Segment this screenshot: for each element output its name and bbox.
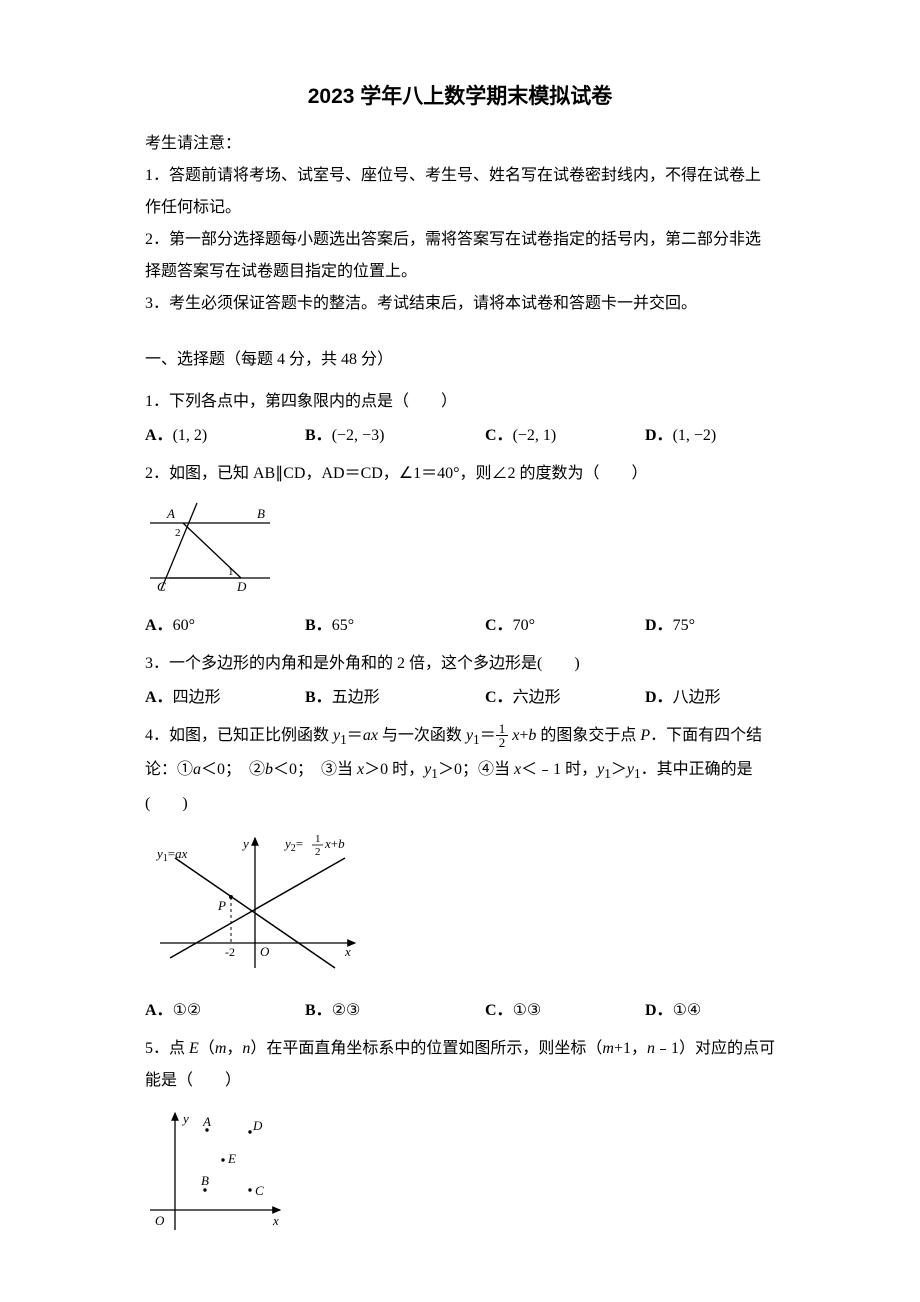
- svg-text:x: x: [344, 944, 351, 959]
- q1-a-val: (1, 2): [173, 427, 208, 444]
- svg-text:1: 1: [228, 566, 234, 578]
- q4-svg: O x y -2 P y1=ax y2= 1 2 x+b: [145, 828, 365, 978]
- q4-text: 4．如图，已知正比例函数 y1＝ax 与一次函数 y1＝12 x+b 的图象交于…: [145, 720, 775, 820]
- q3-b-val: 五边形: [332, 689, 380, 706]
- svg-text:P: P: [217, 898, 226, 913]
- q4-t5: ＜0； ②: [201, 761, 265, 778]
- svg-text:O: O: [155, 1213, 165, 1228]
- q2-opt-b: B．65°: [305, 610, 485, 642]
- q2-a-val: 60°: [173, 617, 195, 634]
- q2-opt-c: C．70°: [485, 610, 645, 642]
- q3-opt-c: C．六边形: [485, 682, 645, 714]
- svg-text:A: A: [202, 1114, 211, 1129]
- instr-head: 考生请注意：: [145, 128, 775, 160]
- q2-text: 2．如图，已知 AB∥CD，AD＝CD，∠1＝40°，则∠2 的度数为（ ）: [145, 458, 775, 490]
- q1-b-val: (−2, −3): [332, 427, 385, 444]
- q2-options: A．60° B．65° C．70° D．75°: [145, 610, 775, 642]
- q1-text: 1．下列各点中，第四象限内的点是（ ）: [145, 386, 775, 418]
- q1-c-val: (−2, 1): [513, 427, 557, 444]
- q2-c-val: 70°: [513, 617, 535, 634]
- q3-opt-b: B．五边形: [305, 682, 485, 714]
- q2-opt-d: D．75°: [645, 610, 775, 642]
- q4-t9: ＜﹣1 时，: [521, 761, 597, 778]
- q1-d-val: (1, −2): [673, 427, 717, 444]
- svg-text:B: B: [257, 506, 265, 521]
- svg-text:D: D: [236, 579, 247, 593]
- q4-opt-b: B．②③: [305, 995, 485, 1027]
- svg-text:x+b: x+b: [324, 836, 345, 851]
- section-1-head: 一、选择题（每题 4 分，共 48 分）: [145, 344, 775, 376]
- svg-text:y: y: [181, 1111, 189, 1126]
- q5-t3: ，: [226, 1040, 242, 1057]
- q2-opt-a: A．60°: [145, 610, 305, 642]
- svg-text:C: C: [255, 1183, 264, 1198]
- svg-text:E: E: [227, 1151, 236, 1166]
- svg-text:y2=: y2=: [283, 836, 303, 854]
- q3-opt-a: A．四边形: [145, 682, 305, 714]
- q3-d-val: 八边形: [673, 689, 721, 706]
- q2-diagram: A B C D 2 1: [145, 498, 775, 598]
- q5-t5: +1，: [614, 1040, 647, 1057]
- q5-text: 5．点 E（m，n）在平面直角坐标系中的位置如图所示，则坐标（m+1，n﹣1）对…: [145, 1033, 775, 1097]
- q4-t8: ＞0；④当: [438, 761, 514, 778]
- q3-a-val: 四边形: [173, 689, 221, 706]
- q4-t1: 4．如图，已知正比例函数: [145, 727, 333, 744]
- instructions-block: 考生请注意： 1．答题前请将考场、试室号、座位号、考生号、姓名写在试卷密封线内，…: [145, 128, 775, 320]
- q3-c-val: 六边形: [513, 689, 561, 706]
- q3-options: A．四边形 B．五边形 C．六边形 D．八边形: [145, 682, 775, 714]
- svg-text:1: 1: [315, 833, 321, 845]
- svg-text:x: x: [272, 1213, 279, 1228]
- svg-text:-2: -2: [225, 945, 235, 959]
- q5-t2: （: [199, 1040, 215, 1057]
- svg-text:y1=ax: y1=ax: [155, 846, 188, 864]
- svg-text:2: 2: [175, 527, 181, 539]
- q4-opt-d: D．①④: [645, 995, 775, 1027]
- q1-opt-c: C．(−2, 1): [485, 420, 645, 452]
- page-title: 2023 学年八上数学期末模拟试卷: [145, 80, 775, 110]
- q4-c-val: ①③: [513, 1002, 542, 1019]
- q4-t2: 与一次函数: [378, 727, 466, 744]
- q5-t1: 5．点: [145, 1040, 189, 1057]
- q3-text: 3．一个多边形的内角和是外角和的 2 倍，这个多边形是( ): [145, 648, 775, 680]
- q4-t7: ＞0 时，: [364, 761, 424, 778]
- q2-svg: A B C D 2 1: [145, 498, 275, 593]
- q4-b-val: ②③: [332, 1002, 361, 1019]
- instr-2: 2．第一部分选择题每小题选出答案后，需将答案写在试卷指定的括号内，第二部分非选择…: [145, 224, 775, 288]
- instr-3: 3．考生必须保证答题卡的整洁。考试结束后，请将本试卷和答题卡一并交回。: [145, 288, 775, 320]
- q5-diagram: O y x A D E B C: [145, 1105, 775, 1240]
- q3-opt-d: D．八边形: [645, 682, 775, 714]
- svg-text:y: y: [241, 836, 249, 851]
- q4-t6: ＜0； ③当: [273, 761, 357, 778]
- q4-diagram: O x y -2 P y1=ax y2= 1 2 x+b: [145, 828, 775, 983]
- q4-d-val: ①④: [673, 1002, 702, 1019]
- q1-opt-d: D．(1, −2): [645, 420, 775, 452]
- svg-text:C: C: [157, 579, 166, 593]
- svg-text:O: O: [260, 944, 270, 959]
- q1-opt-b: B．(−2, −3): [305, 420, 485, 452]
- q4-opt-a: A．①②: [145, 995, 305, 1027]
- q5-t4: ）在平面直角坐标系中的位置如图所示，则坐标（: [250, 1040, 602, 1057]
- q2-d-val: 75°: [673, 617, 695, 634]
- instr-1: 1．答题前请将考场、试室号、座位号、考生号、姓名写在试卷密封线内，不得在试卷上作…: [145, 160, 775, 224]
- svg-text:B: B: [201, 1173, 209, 1188]
- svg-text:D: D: [252, 1118, 263, 1133]
- q2-b-val: 65°: [332, 617, 354, 634]
- q1-opt-a: A．(1, 2): [145, 420, 305, 452]
- q4-a-val: ①②: [173, 1002, 202, 1019]
- svg-text:A: A: [166, 506, 175, 521]
- q4-options: A．①② B．②③ C．①③ D．①④: [145, 995, 775, 1027]
- q5-svg: O y x A D E B C: [145, 1105, 295, 1235]
- svg-text:2: 2: [315, 846, 321, 858]
- q4-opt-c: C．①③: [485, 995, 645, 1027]
- q1-options: A．(1, 2) B．(−2, −3) C．(−2, 1) D．(1, −2): [145, 420, 775, 452]
- q4-t3: 的图象交于点: [536, 727, 640, 744]
